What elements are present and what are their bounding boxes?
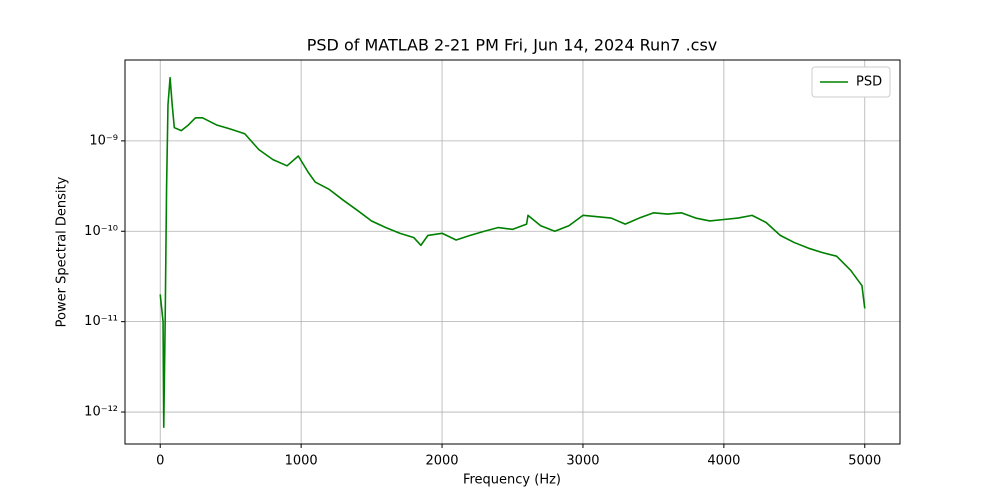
x-tick-label: 2000 [425, 454, 458, 469]
x-axis-label: Frequency (Hz) [463, 473, 561, 488]
legend-label: PSD [856, 75, 882, 90]
x-tick-label: 0 [156, 454, 164, 469]
x-tick-label: 4000 [707, 454, 740, 469]
plot-frame [124, 59, 901, 445]
y-tick-label: 10⁻⁹ [89, 133, 118, 148]
y-tick-label: 10⁻¹⁰ [84, 224, 118, 239]
x-tick-label: 3000 [566, 454, 599, 469]
y-axis-label: Power Spectral Density [55, 176, 70, 327]
x-tick-label: 1000 [285, 454, 318, 469]
x-tick-label: 5000 [848, 454, 881, 469]
series-line [159, 76, 866, 428]
y-tick-label: 10⁻¹¹ [84, 314, 118, 329]
legend-box [811, 66, 891, 98]
chart-title: PSD of MATLAB 2-21 PM Fri, Jun 14, 2024 … [307, 36, 718, 55]
y-tick-label: 10⁻¹² [84, 405, 118, 420]
